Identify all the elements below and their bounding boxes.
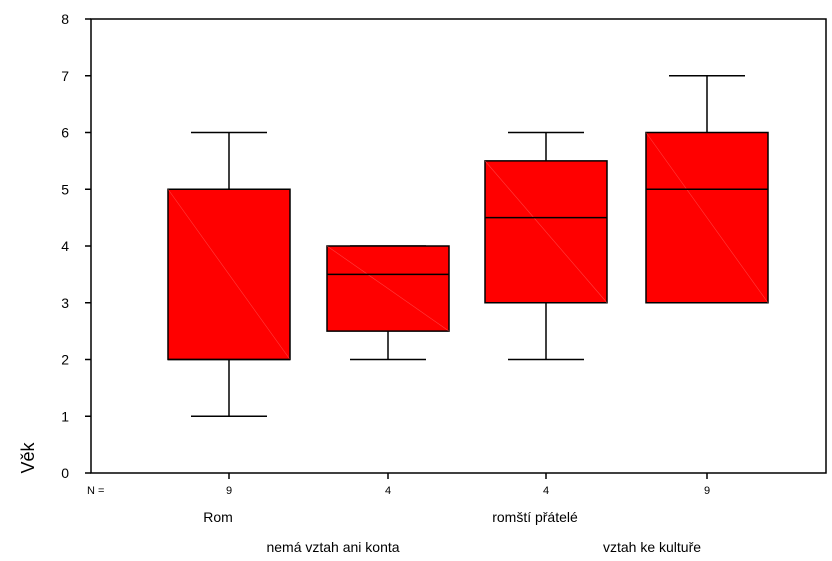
box-diagonal <box>326 245 450 332</box>
category-label: romští přátelé <box>492 509 578 525</box>
y-tick-label: 3 <box>61 295 69 311</box>
y-axis-label: Věk <box>18 441 38 473</box>
category-label: Rom <box>203 509 233 525</box>
axes: 0 1 2 3 4 5 6 7 8 <box>61 11 827 481</box>
box-diagonal <box>645 132 769 303</box>
box-group <box>326 245 450 361</box>
labels: N = 9 4 4 9 Rom nemá vztah ani konta romští přá… <box>18 441 710 555</box>
y-tick-label: 8 <box>61 11 69 27</box>
box-group <box>484 131 608 361</box>
y-tick-label: 1 <box>61 408 69 424</box>
box-diagonal <box>484 160 608 303</box>
category-label: vztah ke kultuře <box>603 539 701 555</box>
n-count: 4 <box>385 485 391 497</box>
n-count: 9 <box>704 485 710 497</box>
n-prefix: N = <box>87 485 104 497</box>
y-tick-label: 4 <box>61 238 69 254</box>
y-tick-label: 0 <box>61 465 69 481</box>
n-count: 4 <box>543 485 549 497</box>
y-tick-label: 2 <box>61 352 69 368</box>
y-tick-label: 5 <box>61 181 69 197</box>
n-count: 9 <box>226 485 232 497</box>
y-tick-label: 7 <box>61 68 69 84</box>
category-label: nemá vztah ani konta <box>266 539 399 555</box>
box-diagonal <box>167 189 291 360</box>
box-group <box>167 131 291 417</box>
boxes <box>167 75 769 417</box>
y-tick-label: 6 <box>61 125 69 141</box>
box-group <box>645 75 769 304</box>
